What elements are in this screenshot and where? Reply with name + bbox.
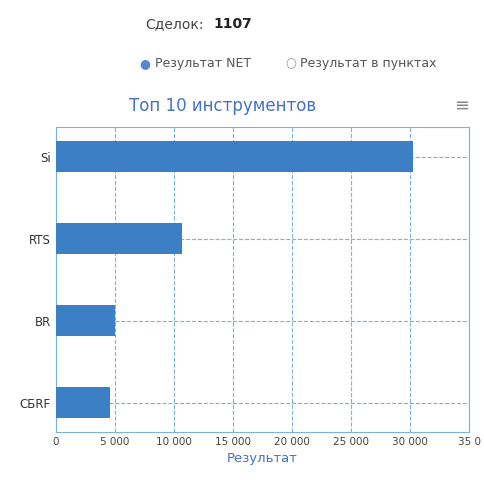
Text: ●: ●	[140, 58, 151, 71]
Bar	[56, 141, 413, 172]
Text: Результат в пунктах: Результат в пунктах	[300, 58, 437, 71]
Bar	[56, 223, 182, 254]
Bar	[56, 387, 110, 418]
Text: Сделок:: Сделок:	[145, 17, 203, 31]
Text: 1107: 1107	[213, 17, 252, 31]
Text: Топ 10 инструментов: Топ 10 инструментов	[129, 96, 316, 115]
Text: ○: ○	[285, 58, 296, 71]
Text: Результат NET: Результат NET	[155, 58, 251, 71]
X-axis label: Результат: Результат	[227, 453, 298, 466]
Text: ≡: ≡	[454, 96, 469, 115]
Bar	[56, 305, 115, 336]
